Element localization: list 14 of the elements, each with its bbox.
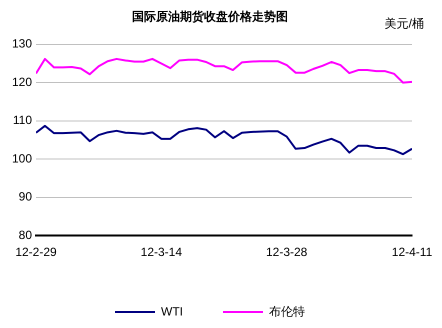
- y-tick-label: 80: [18, 228, 32, 242]
- x-tick-label: 12-4-11: [392, 245, 433, 260]
- y-tick-label: 120: [12, 74, 32, 89]
- y-tick-label: 110: [12, 113, 32, 128]
- x-tick-label: 12-3-28: [266, 245, 308, 260]
- x-tick-label: 12-2-29: [15, 245, 58, 260]
- y-axis-title: 美元/桶: [384, 16, 424, 30]
- y-tick-label: 100: [12, 151, 32, 166]
- chart-title: 国际原油期货收盘价格走势图: [132, 10, 288, 24]
- legend-label: 布伦特: [268, 304, 305, 318]
- y-tick-label: 90: [18, 190, 32, 204]
- legend-label: WTI: [161, 304, 184, 318]
- x-tick-label: 12-3-14: [140, 245, 182, 260]
- y-tick-label: 130: [12, 36, 32, 51]
